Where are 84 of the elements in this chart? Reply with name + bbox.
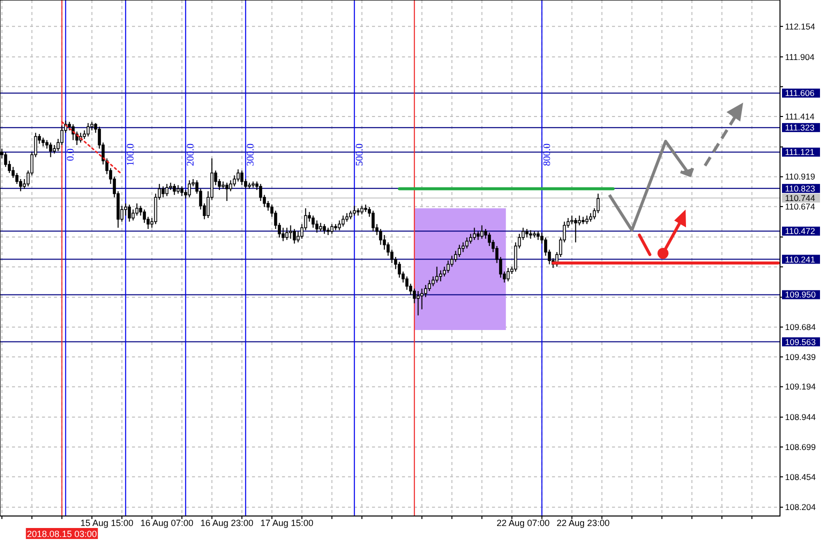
candlestick (180, 186, 184, 197)
candlestick (439, 270, 442, 282)
candlestick (472, 227, 476, 240)
y-tick-label: 109.684 (785, 322, 816, 332)
x-tick-label: 2018.08.15 03:00 (26, 529, 97, 539)
candlestick (289, 224, 292, 240)
y-tick-label: 109.439 (785, 352, 816, 362)
annotation: 0.0 (66, 148, 77, 161)
candlestick (352, 205, 356, 216)
y-tick-label: 109.194 (785, 382, 816, 392)
candlestick (292, 228, 296, 244)
candlestick (172, 183, 176, 196)
y-tick-label: 111.414 (785, 111, 815, 122)
candlestick (165, 183, 168, 197)
candlestick (465, 236, 468, 249)
candlestick (398, 261, 401, 278)
candlestick (420, 288, 424, 310)
candlestick (432, 276, 435, 287)
candlestick (435, 266, 438, 284)
candlestick (330, 224, 334, 234)
candlestick (458, 244, 461, 258)
y-tick-label: 108.454 (785, 472, 816, 482)
candlestick (225, 182, 228, 202)
candlestick (484, 228, 488, 240)
candlestick (480, 224, 484, 240)
y-tick-label: 108.204 (785, 502, 816, 512)
y-tick-label: 110.919 (785, 172, 816, 182)
x-tick-label: 22 Aug 23:00 (556, 518, 610, 528)
candlestick (285, 227, 288, 240)
candlestick (416, 290, 420, 316)
x-tick-label: 16 Aug 23:00 (200, 518, 254, 528)
annotation: 100.0 (126, 143, 137, 166)
candlestick (132, 208, 135, 221)
annotation: 500.0 (354, 143, 366, 166)
candlestick (135, 202, 138, 216)
candlestick (578, 215, 581, 226)
ref-line-label: 109.950 (785, 290, 816, 300)
x-tick-label: 17 Aug 15:00 (260, 518, 314, 528)
candlestick (405, 276, 408, 290)
x-tick-label: 22 Aug 07:00 (496, 518, 550, 528)
annotation: 200.0 (186, 143, 197, 166)
candlestick (49, 142, 52, 158)
candlestick (312, 215, 315, 228)
ref-line-label: 110.241 (785, 254, 816, 264)
ref-line-label: 109.563 (785, 336, 816, 347)
y-tick-label: 108.944 (785, 412, 816, 422)
candlestick (372, 210, 375, 232)
annotation: 300.0 (246, 143, 257, 166)
candlestick (379, 228, 382, 246)
ref-line-label: 111.121 (785, 147, 815, 158)
candlestick (282, 227, 285, 242)
candlestick (428, 280, 431, 292)
y-tick-label: 110.674 (785, 202, 816, 212)
ref-line-label: 110.823 (785, 183, 816, 194)
candlestick (506, 267, 510, 282)
candlestick (188, 180, 191, 198)
ref-line-label: 110.744 (785, 193, 816, 204)
x-tick-label: 15 Aug 15:00 (80, 518, 134, 528)
candlestick (240, 170, 244, 186)
candlestick (574, 218, 578, 243)
candlestick (4, 152, 8, 168)
ref-line-label: 110.472 (785, 226, 816, 236)
y-tick-label: 112.154 (785, 21, 816, 32)
candlestick (342, 215, 345, 228)
annotation: 800.0 (542, 143, 553, 166)
candlestick (139, 205, 142, 216)
candlestick (128, 204, 131, 222)
candlestick (162, 186, 165, 198)
candlestick (454, 250, 458, 262)
candlestick (296, 230, 300, 243)
candlestick (259, 183, 262, 202)
candlestick (86, 122, 90, 137)
y-tick-label: 108.699 (785, 442, 816, 452)
candlestick (338, 220, 341, 231)
candlestick (469, 233, 472, 244)
candlestick (322, 224, 326, 234)
ref-line-label: 111.606 (785, 88, 815, 98)
candlestick (315, 220, 318, 234)
candlestick (446, 260, 450, 274)
x-tick-label: 16 Aug 07:00 (140, 518, 194, 528)
candlestick (462, 242, 465, 253)
y-tick-label: 111.904 (785, 52, 815, 62)
ref-line-label: 111.323 (785, 122, 815, 133)
candlestick (450, 255, 454, 268)
